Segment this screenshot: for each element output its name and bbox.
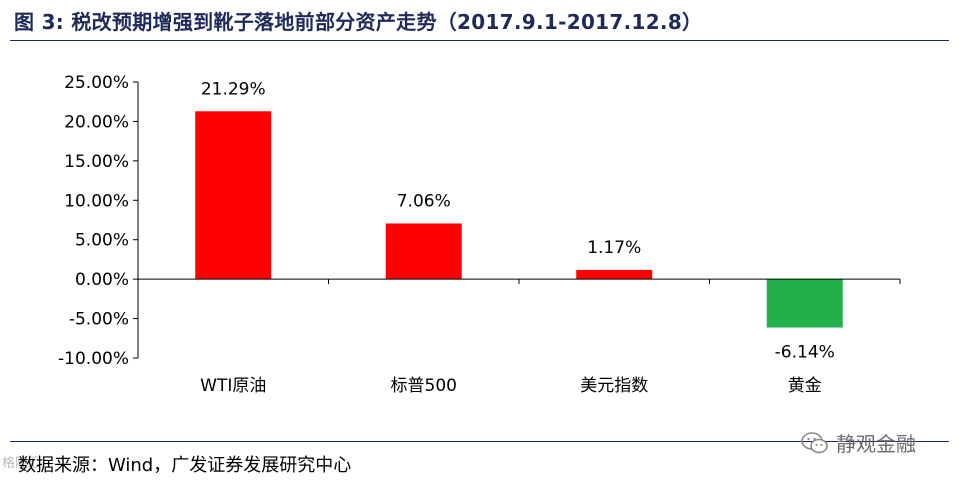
y-tick-label: 20.00% (64, 112, 129, 132)
x-tick-label: 黄金 (788, 376, 822, 396)
y-tick-label: 5.00% (75, 231, 129, 251)
corner-watermark: 格隆汇 (2, 456, 42, 471)
x-tick-label: 标普500 (391, 376, 457, 396)
bar (576, 269, 653, 280)
top-rule (10, 40, 949, 41)
y-tick-label: 10.00% (64, 191, 129, 211)
bar (766, 279, 843, 328)
x-tick-label: WTI原油 (200, 376, 266, 396)
source-note: 数据来源：Wind，广发证券发展研究中心 (18, 455, 352, 476)
y-tick-label: 15.00% (64, 152, 129, 172)
bar (385, 223, 462, 280)
chart-title: 图 3: 税改预期增强到靴子落地前部分资产走势（2017.9.1-2017.12… (14, 10, 703, 34)
brand-name: 静观金融 (836, 432, 916, 456)
data-label: 1.17% (587, 238, 641, 258)
y-tick-label: -10.00% (58, 349, 129, 369)
bottom-rule (10, 441, 949, 442)
y-tick-label: -5.00% (69, 310, 129, 330)
data-label: 7.06% (397, 191, 451, 211)
brand-watermark: 静观金融 (800, 428, 916, 457)
data-label: -6.14% (775, 343, 835, 363)
y-tick-label: 0.00% (75, 270, 129, 290)
x-tick-label: 美元指数 (580, 376, 648, 396)
bar-chart: 25.00% 20.00% 15.00% 10.00% 5.00% 0.00% -5.00%… (58, 73, 901, 396)
wechat-icon (801, 431, 828, 453)
data-label: 21.29% (201, 79, 266, 99)
y-tick-label: 25.00% (64, 73, 129, 93)
bar (195, 111, 272, 280)
